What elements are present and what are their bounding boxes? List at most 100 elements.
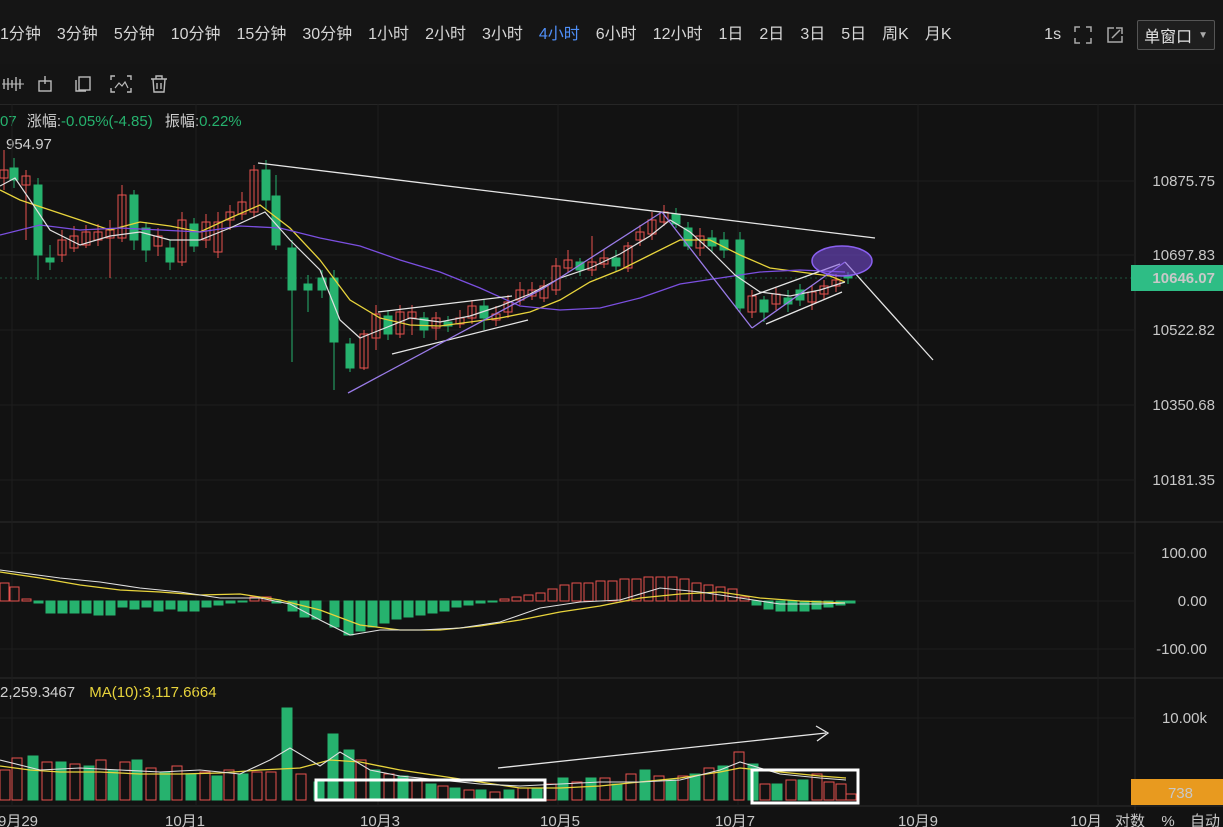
interval-tab[interactable]: 5分钟 xyxy=(113,26,155,43)
top-bar: 1分钟 3分钟 5分钟 10分钟 15分钟 30分钟 1小时 2小时 3小时 4小时 6小时 12小时… xyxy=(0,0,1223,65)
arrow-head-icon xyxy=(815,725,830,742)
time-axis-label: 10月5 xyxy=(540,813,580,827)
interval-tab[interactable]: 月K xyxy=(924,26,952,43)
candle-body xyxy=(81,231,91,246)
volume-bar xyxy=(835,783,847,801)
macd-histogram-bar xyxy=(153,600,164,612)
macd-axis-label: -100.00 xyxy=(1156,641,1207,658)
interval-tab[interactable]: 4小时 xyxy=(538,26,580,43)
macd-histogram-bar xyxy=(751,600,762,606)
volume-bar xyxy=(425,783,437,801)
volume-bar xyxy=(107,769,119,801)
volume-bar xyxy=(585,777,597,801)
volume-bar xyxy=(131,759,143,801)
macd-histogram-bar xyxy=(787,600,798,612)
macd-histogram-bar xyxy=(33,600,44,604)
volume-bar xyxy=(639,769,651,801)
interval-tab[interactable]: 2日 xyxy=(759,26,785,43)
volume-bar xyxy=(531,787,543,801)
current-volume-tag xyxy=(1131,779,1223,805)
realtime-toggle[interactable]: 1s xyxy=(1044,26,1062,43)
interval-tab[interactable]: 1分钟 xyxy=(0,26,41,43)
window-mode-select[interactable]: 单窗口 ▼ xyxy=(1137,20,1215,50)
volume-bar xyxy=(171,765,183,801)
interval-tab[interactable]: 1小时 xyxy=(368,26,410,43)
macd-histogram-bar xyxy=(487,600,498,603)
interval-tab[interactable]: 3小时 xyxy=(481,26,523,43)
volume-bar xyxy=(677,775,689,801)
footer-option[interactable]: % xyxy=(1161,813,1174,827)
macd-histogram-bar xyxy=(763,600,774,610)
text-icon[interactable] xyxy=(26,69,64,99)
footer-option[interactable]: 对数 xyxy=(1115,813,1145,827)
interval-tab[interactable]: 2小时 xyxy=(425,26,466,43)
volume-bar xyxy=(199,771,211,801)
interval-tab[interactable]: 5日 xyxy=(841,26,867,43)
volume-bar xyxy=(611,783,623,801)
macd-histogram-bar xyxy=(583,582,594,602)
time-axis-label: 10月1 xyxy=(165,813,205,827)
time-axis-label: 10月3 xyxy=(360,813,400,827)
screenshot-icon[interactable] xyxy=(102,69,140,99)
interval-tab[interactable]: 12小时 xyxy=(652,26,703,43)
candle-body xyxy=(21,175,31,186)
volume-bar xyxy=(251,771,263,801)
price-axis-label: 10697.83 xyxy=(1152,247,1215,264)
ma-white-line xyxy=(0,177,846,339)
interval-tab[interactable]: 30分钟 xyxy=(302,26,353,43)
popout-icon[interactable] xyxy=(1105,25,1125,45)
macd-histogram-bar xyxy=(165,600,176,610)
copy-icon[interactable] xyxy=(64,69,102,99)
candle-body xyxy=(467,305,477,319)
volume-bar xyxy=(703,767,715,801)
volume-bar xyxy=(571,781,583,801)
volume-bar xyxy=(185,773,197,801)
info-prefix: 07 xyxy=(0,113,17,130)
interval-tab[interactable]: 3分钟 xyxy=(56,26,98,43)
candle-body xyxy=(515,289,525,301)
interval-tab[interactable]: 3日 xyxy=(800,26,826,43)
candle-body xyxy=(57,239,67,256)
macd-histogram-bar xyxy=(427,600,438,614)
volume-bar xyxy=(449,787,461,801)
macd-histogram-bar xyxy=(105,600,116,616)
ma-yellow-line xyxy=(0,189,846,327)
macd-histogram-bar xyxy=(595,580,606,602)
macd-histogram-bar xyxy=(439,600,450,612)
candle-body xyxy=(623,245,633,269)
macd-histogram-bar xyxy=(559,584,570,602)
fullscreen-icon[interactable] xyxy=(1073,25,1093,45)
macd-histogram-bar xyxy=(475,600,486,604)
macd-histogram-bar xyxy=(511,596,522,602)
volume-bar xyxy=(625,773,637,801)
candle-body xyxy=(213,221,223,253)
macd-histogram-bar xyxy=(69,600,80,614)
candle-body xyxy=(635,231,645,241)
candle-body xyxy=(317,277,327,291)
candle-body xyxy=(575,261,585,271)
indicator-icon[interactable] xyxy=(0,69,26,99)
ma-purple-line xyxy=(0,224,846,311)
chevron-down-icon: ▼ xyxy=(1198,29,1208,41)
macd-histogram-bar xyxy=(213,600,224,606)
volume-bar xyxy=(517,787,529,801)
candle-body xyxy=(237,201,247,215)
amplitude-label: 振幅: xyxy=(164,113,200,130)
interval-tab[interactable]: 周K xyxy=(882,26,909,43)
footer-option[interactable]: 自动 xyxy=(1190,813,1220,827)
interval-tab[interactable]: 15分钟 xyxy=(236,26,287,43)
interval-tab[interactable]: 1日 xyxy=(718,26,744,43)
macd-histogram-bar xyxy=(845,600,856,604)
candle-body xyxy=(261,169,271,201)
interval-tab[interactable]: 10分钟 xyxy=(170,26,221,43)
volume-bar xyxy=(295,773,307,801)
macd-line xyxy=(0,569,846,636)
macd-histogram-bar xyxy=(299,600,310,618)
interval-tab[interactable]: 6小时 xyxy=(595,26,637,43)
macd-histogram-bar xyxy=(21,598,32,602)
volume-ma5-line xyxy=(0,747,847,787)
volume-bar xyxy=(557,777,569,801)
delete-icon[interactable] xyxy=(140,69,178,99)
candle-body xyxy=(33,184,43,256)
